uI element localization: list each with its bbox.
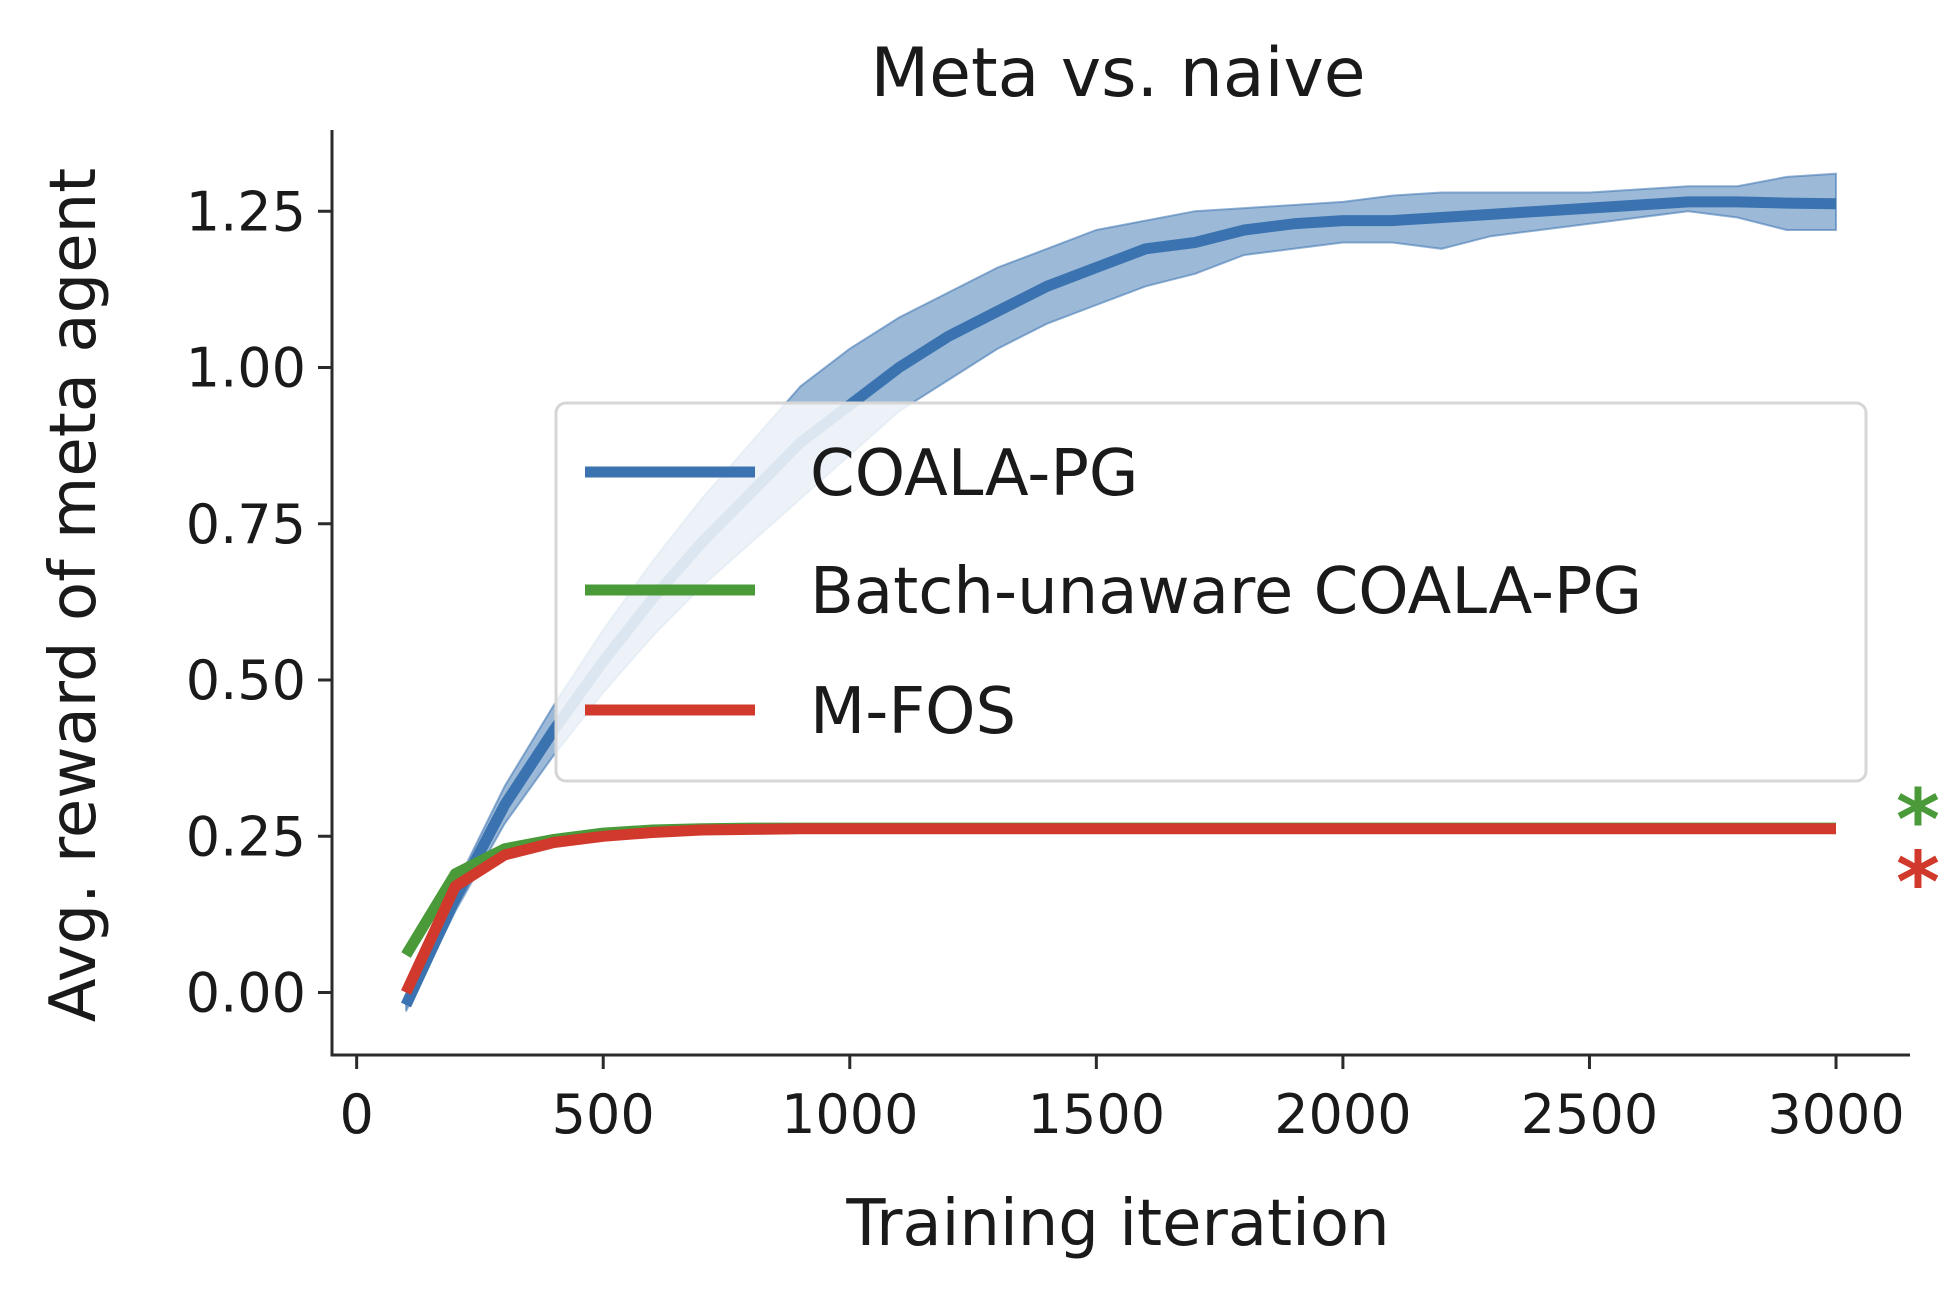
line-batch-unaware-coala-pg (401, 822, 1836, 958)
x-tick-label: 3000 (1767, 1083, 1904, 1146)
line-m-fos (401, 823, 1836, 995)
x-tick-label: 2500 (1521, 1083, 1658, 1146)
annotation-markers: ** (1896, 771, 1940, 932)
y-tick-label: 0.00 (186, 962, 306, 1025)
x-axis-ticks: 0 500 1000 1500 2000 2500 3000 (339, 1055, 1905, 1146)
x-tick-label: 500 (552, 1083, 655, 1146)
axes-spines (330, 130, 1910, 1057)
y-tick-label: 0.25 (186, 805, 306, 868)
y-tick-label: 1.00 (186, 337, 306, 400)
legend-label-coala-pg: COALA-PG (810, 437, 1139, 511)
x-axis-label: Training iteration (845, 1187, 1389, 1261)
y-tick-label: 0.50 (186, 649, 306, 712)
legend-label-batch-unaware-coala-pg: Batch-unaware COALA-PG (810, 555, 1642, 629)
y-tick-label: 0.75 (186, 493, 306, 556)
legend-box (554, 401, 1868, 783)
legend-label-m-fos: M-FOS (810, 675, 1016, 749)
legend: COALA-PG Batch-unaware COALA-PG M-FOS (554, 401, 1868, 783)
x-tick-label: 1000 (781, 1083, 918, 1146)
y-tick-label: 1.25 (186, 180, 306, 243)
chart-title: Meta vs. naive (870, 34, 1365, 113)
significance-marker: * (1896, 834, 1940, 932)
x-tick-label: 2000 (1274, 1083, 1411, 1146)
x-tick-label: 0 (339, 1083, 373, 1146)
y-axis-ticks: 0.00 0.25 0.50 0.75 1.00 1.25 (186, 180, 332, 1025)
significance-marker: * (1896, 771, 1940, 869)
y-axis-label: Avg. reward of meta agent (37, 168, 111, 1023)
x-tick-label: 1500 (1028, 1083, 1165, 1146)
